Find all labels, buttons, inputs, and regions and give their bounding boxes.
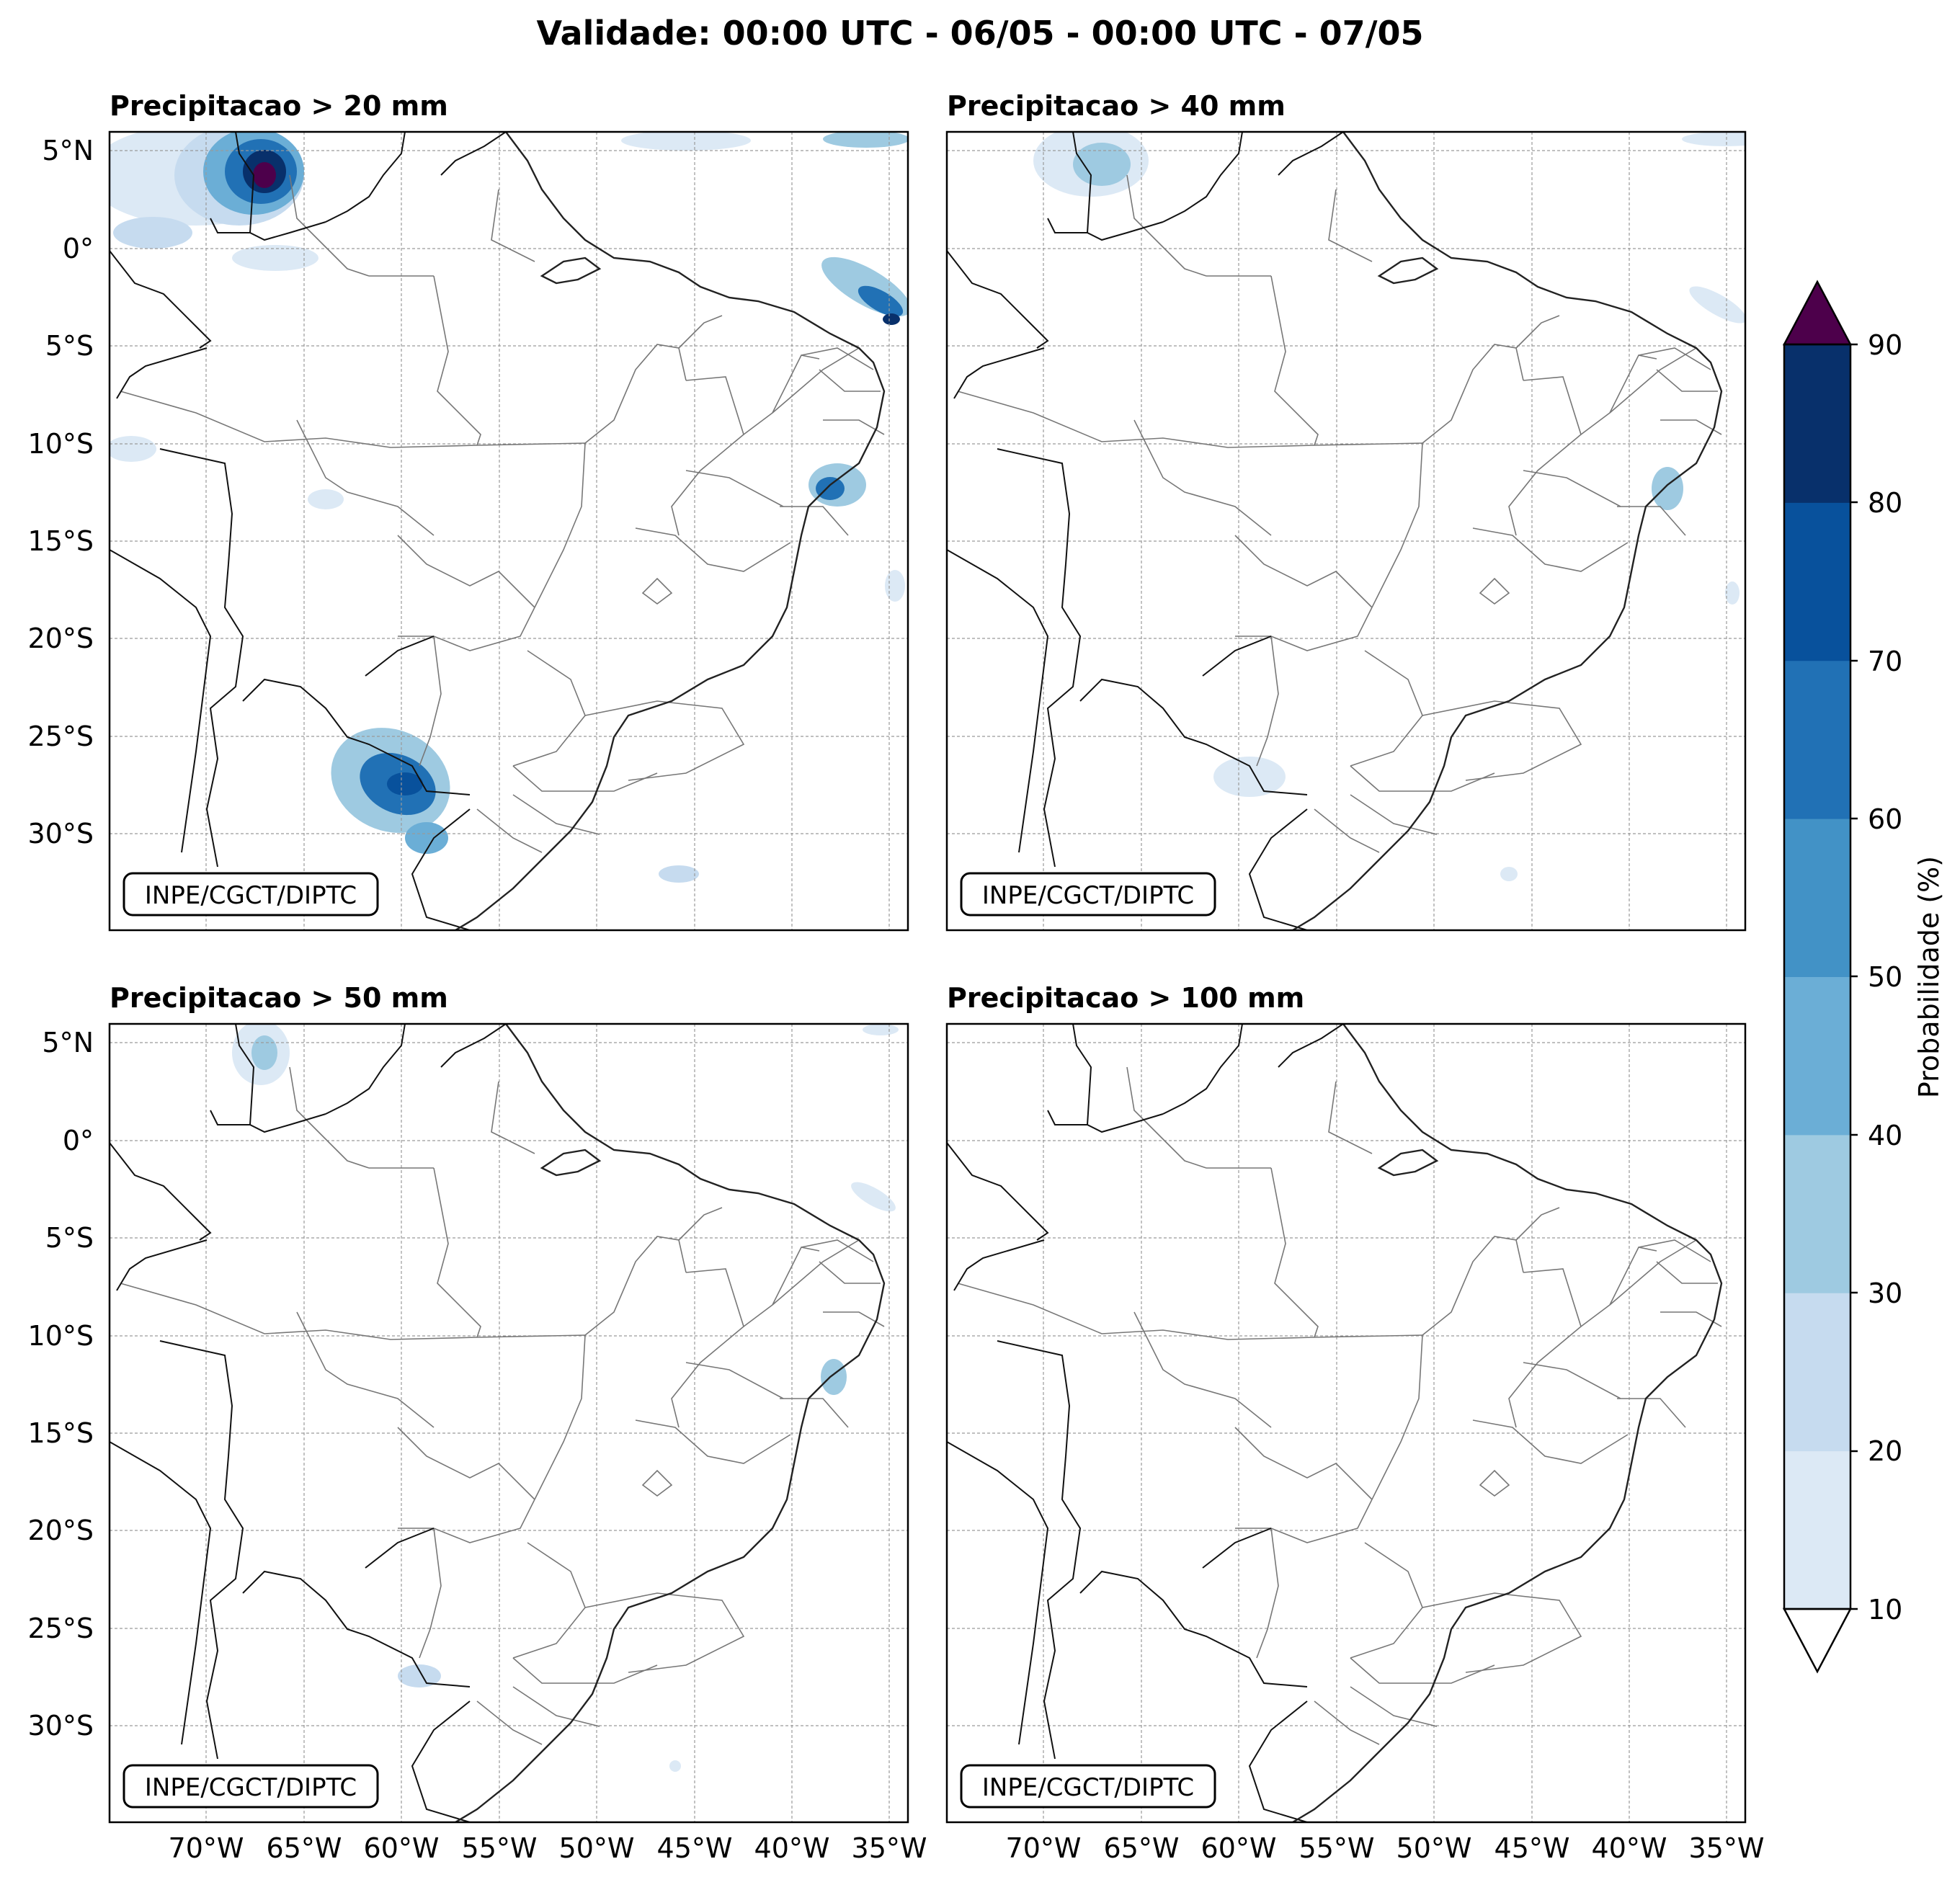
- watermark-label: INPE/CGCT/DIPTC: [982, 881, 1194, 910]
- lat-tick-labels: 5°N 0° 5°S 10°S 15°S 20°S 25°S 30°S: [28, 135, 94, 850]
- lat-tick: 5°N: [42, 1027, 94, 1058]
- lon-tick: 55°W: [1299, 1832, 1375, 1864]
- panel-title: Precipitacao > 20 mm: [110, 90, 448, 122]
- colorbar-tick-marks: [1850, 343, 1858, 1610]
- lon-tick: 45°W: [1494, 1832, 1570, 1864]
- lat-tick: 30°S: [28, 818, 94, 850]
- lon-tick: 35°W: [1689, 1832, 1765, 1864]
- map-frame: [945, 130, 1747, 932]
- colorbar-over-arrow: [1782, 280, 1853, 346]
- lon-tick-labels: 70°W 65°W 60°W 55°W 50°W 45°W 40°W 35°W: [1006, 1832, 1765, 1864]
- watermark-box: [960, 872, 1216, 917]
- lon-tick: 70°W: [1006, 1832, 1082, 1864]
- lon-tick: 60°W: [1201, 1832, 1277, 1864]
- lon-tick: 40°W: [1592, 1832, 1667, 1864]
- probability-shading: [1033, 132, 1745, 881]
- colorbar-band: [1784, 502, 1850, 661]
- lat-tick-labels: 5°N 0° 5°S 10°S 15°S 20°S 25°S 30°S: [28, 1027, 94, 1742]
- colorbar-tick: 90: [1868, 329, 1902, 361]
- panel-title: Precipitacao > 40 mm: [947, 90, 1286, 122]
- map-frame: [108, 130, 909, 932]
- map-frame: [108, 1022, 909, 1824]
- colorbar-tick: 60: [1868, 803, 1902, 835]
- lat-tick: 20°S: [28, 1515, 94, 1546]
- map-frame: [945, 1022, 1747, 1824]
- colorbar-band: [1784, 1134, 1850, 1293]
- lon-tick: 65°W: [1104, 1832, 1180, 1864]
- lon-tick: 40°W: [754, 1832, 830, 1864]
- colorbar-under-arrow: [1782, 1608, 1853, 1674]
- colorbar-tick: 30: [1868, 1278, 1902, 1309]
- lat-tick: 25°S: [28, 1613, 94, 1644]
- lat-tick: 10°S: [28, 1320, 94, 1352]
- watermark-box: [122, 872, 379, 917]
- lat-tick: 15°S: [28, 1417, 94, 1449]
- lon-tick-labels: 70°W 65°W 60°W 55°W 50°W 45°W 40°W 35°W: [169, 1832, 927, 1864]
- lat-tick: 0°: [63, 233, 94, 264]
- watermark-label: INPE/CGCT/DIPTC: [145, 881, 357, 910]
- colorbar-tick: 20: [1868, 1435, 1902, 1467]
- panel-precip-20mm: Precipitacao > 20 mm: [28, 90, 909, 932]
- lon-tick: 45°W: [657, 1832, 733, 1864]
- lat-tick: 30°S: [28, 1710, 94, 1742]
- lat-tick: 25°S: [28, 721, 94, 752]
- figure-title: Validade: 00:00 UTC - 06/05 - 00:00 UTC …: [536, 14, 1423, 53]
- watermark-box: [122, 1764, 379, 1809]
- colorbar-band: [1784, 819, 1850, 977]
- watermark-box: [960, 1764, 1216, 1809]
- lon-tick: 60°W: [364, 1832, 440, 1864]
- lon-tick: 70°W: [169, 1832, 244, 1864]
- colorbar-band: [1784, 1293, 1850, 1452]
- lat-tick: 5°N: [42, 135, 94, 166]
- colorbar-label: Probabilidade (%): [1913, 856, 1945, 1098]
- colorbar-band: [1784, 344, 1850, 503]
- panel-precip-100mm: Precipitacao > 100 mm INPE/CGCT/DIPTC 70…: [945, 982, 1765, 1864]
- colorbar-ticks: 90 80 70 60 50 40 30 20 10: [1868, 329, 1902, 1626]
- lat-tick: 10°S: [28, 428, 94, 460]
- watermark-label: INPE/CGCT/DIPTC: [982, 1773, 1194, 1802]
- colorbar-tick: 80: [1868, 487, 1902, 519]
- lat-tick: 5°S: [45, 330, 94, 362]
- lat-tick: 0°: [63, 1125, 94, 1156]
- lat-tick: 5°S: [45, 1222, 94, 1254]
- probability-shading: [232, 1024, 899, 1772]
- lon-tick: 65°W: [267, 1832, 342, 1864]
- lat-tick: 20°S: [28, 623, 94, 654]
- panel-title: Precipitacao > 100 mm: [947, 982, 1304, 1014]
- colorbar-bands: [1784, 344, 1850, 1610]
- lat-tick: 15°S: [28, 525, 94, 557]
- panel-precip-40mm: Precipitacao > 40 mm INPE/CGCT/DIPTC: [945, 90, 1747, 932]
- colorbar-tick: 70: [1868, 646, 1902, 677]
- lon-tick: 55°W: [462, 1832, 538, 1864]
- lon-tick: 50°W: [559, 1832, 635, 1864]
- colorbar-tick: 10: [1868, 1594, 1902, 1626]
- panel-precip-50mm: Precipitacao > 50 mm INPE/CGCT/DIPTC 5°N: [28, 982, 927, 1864]
- colorbar-band: [1784, 976, 1850, 1136]
- watermark-label: INPE/CGCT/DIPTC: [145, 1773, 357, 1802]
- colorbar: 90 80 70 60 50 40 30 20 10 Probabilidade…: [1782, 280, 1945, 1674]
- colorbar-tick: 50: [1868, 961, 1902, 993]
- colorbar-tick: 40: [1868, 1120, 1902, 1151]
- lon-tick: 35°W: [852, 1832, 927, 1864]
- colorbar-band: [1784, 660, 1850, 819]
- panel-title: Precipitacao > 50 mm: [110, 982, 448, 1014]
- colorbar-band: [1784, 1450, 1850, 1610]
- probability-shading: [110, 132, 908, 883]
- lon-tick: 50°W: [1396, 1832, 1472, 1864]
